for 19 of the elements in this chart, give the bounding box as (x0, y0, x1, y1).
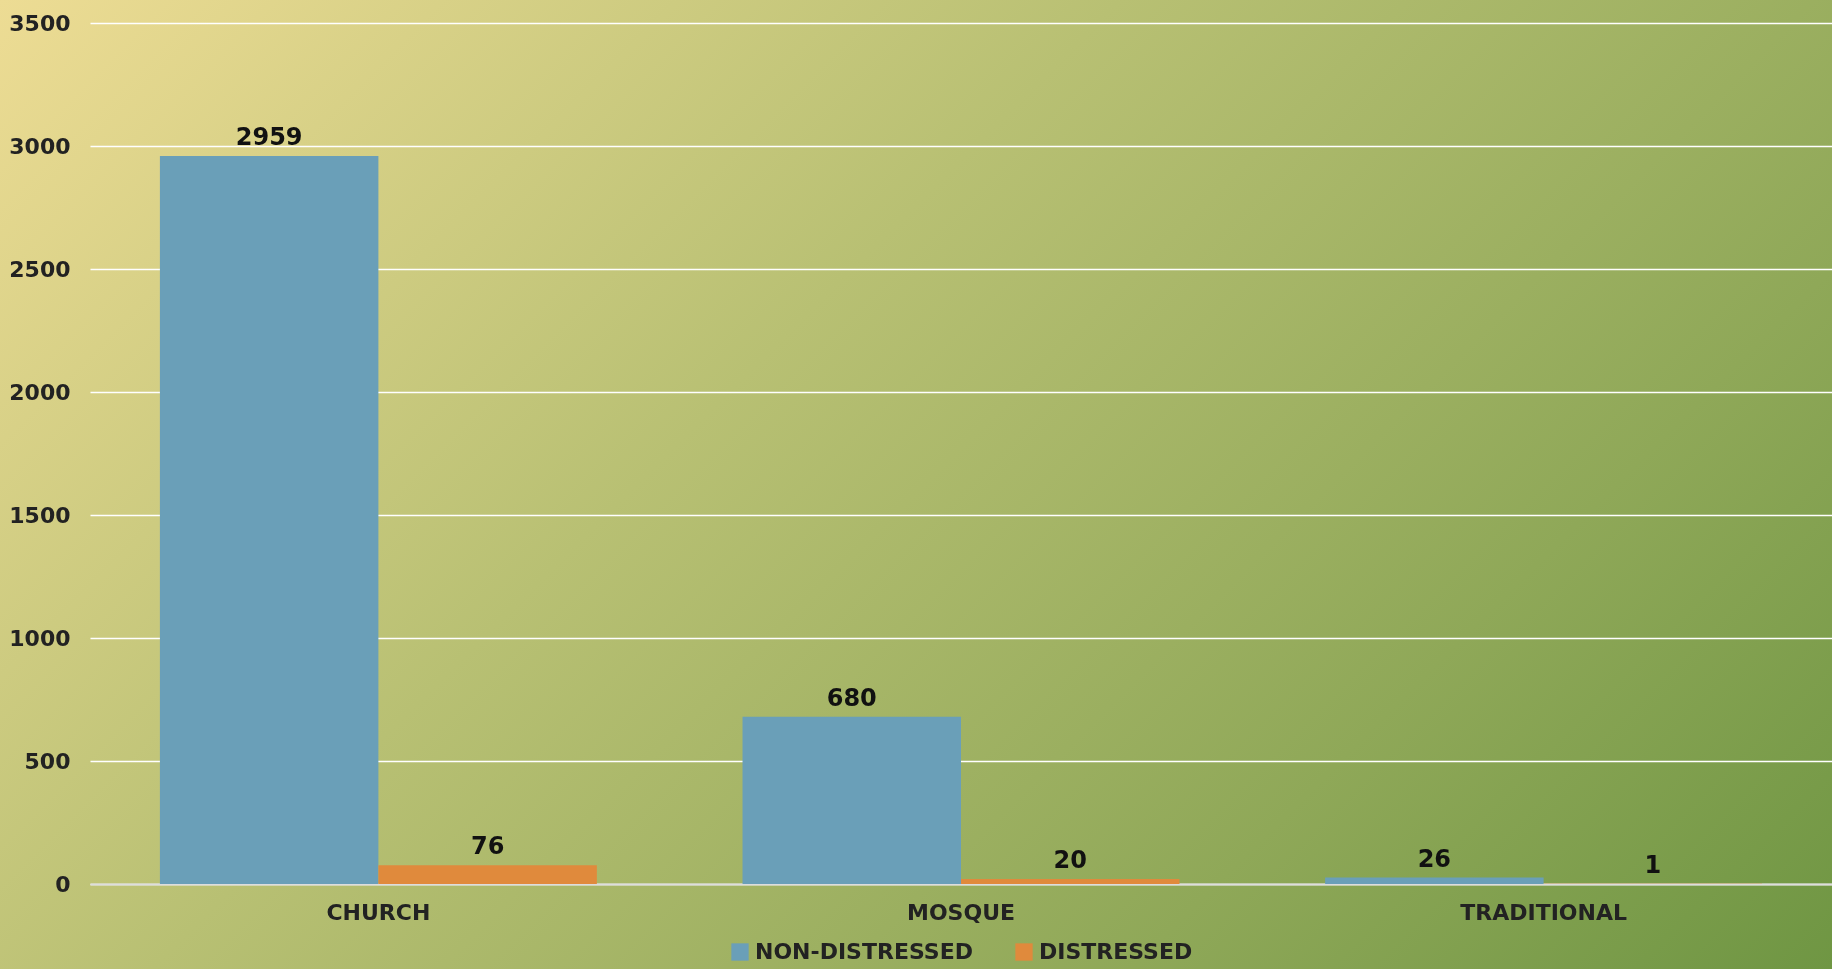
y-tick-label: 3000 (9, 133, 71, 159)
y-tick-label: 0 (55, 871, 71, 897)
data-label: 20 (1053, 846, 1087, 875)
data-label: 2959 (235, 123, 303, 152)
y-tick-label: 3500 (9, 10, 71, 36)
y-tick-label: 2500 (9, 256, 71, 282)
y-tick-label: 1000 (9, 625, 71, 651)
y-tick-label: 500 (24, 748, 71, 774)
x-tick-label: MOSQUE (906, 899, 1016, 925)
data-label: 76 (470, 832, 505, 861)
legend-label: DISTRESSED (1039, 939, 1193, 964)
data-label: 1 (1644, 850, 1662, 879)
x-tick-label: TRADITIONAL (1460, 899, 1627, 925)
data-label: 26 (1417, 844, 1452, 873)
x-tick-label: CHURCH (326, 899, 431, 925)
legend-label: NON-DISTRESSED (755, 939, 973, 964)
data-label: 680 (826, 683, 877, 712)
y-tick-label: 1500 (9, 502, 71, 528)
y-tick-label: 2000 (9, 379, 71, 405)
